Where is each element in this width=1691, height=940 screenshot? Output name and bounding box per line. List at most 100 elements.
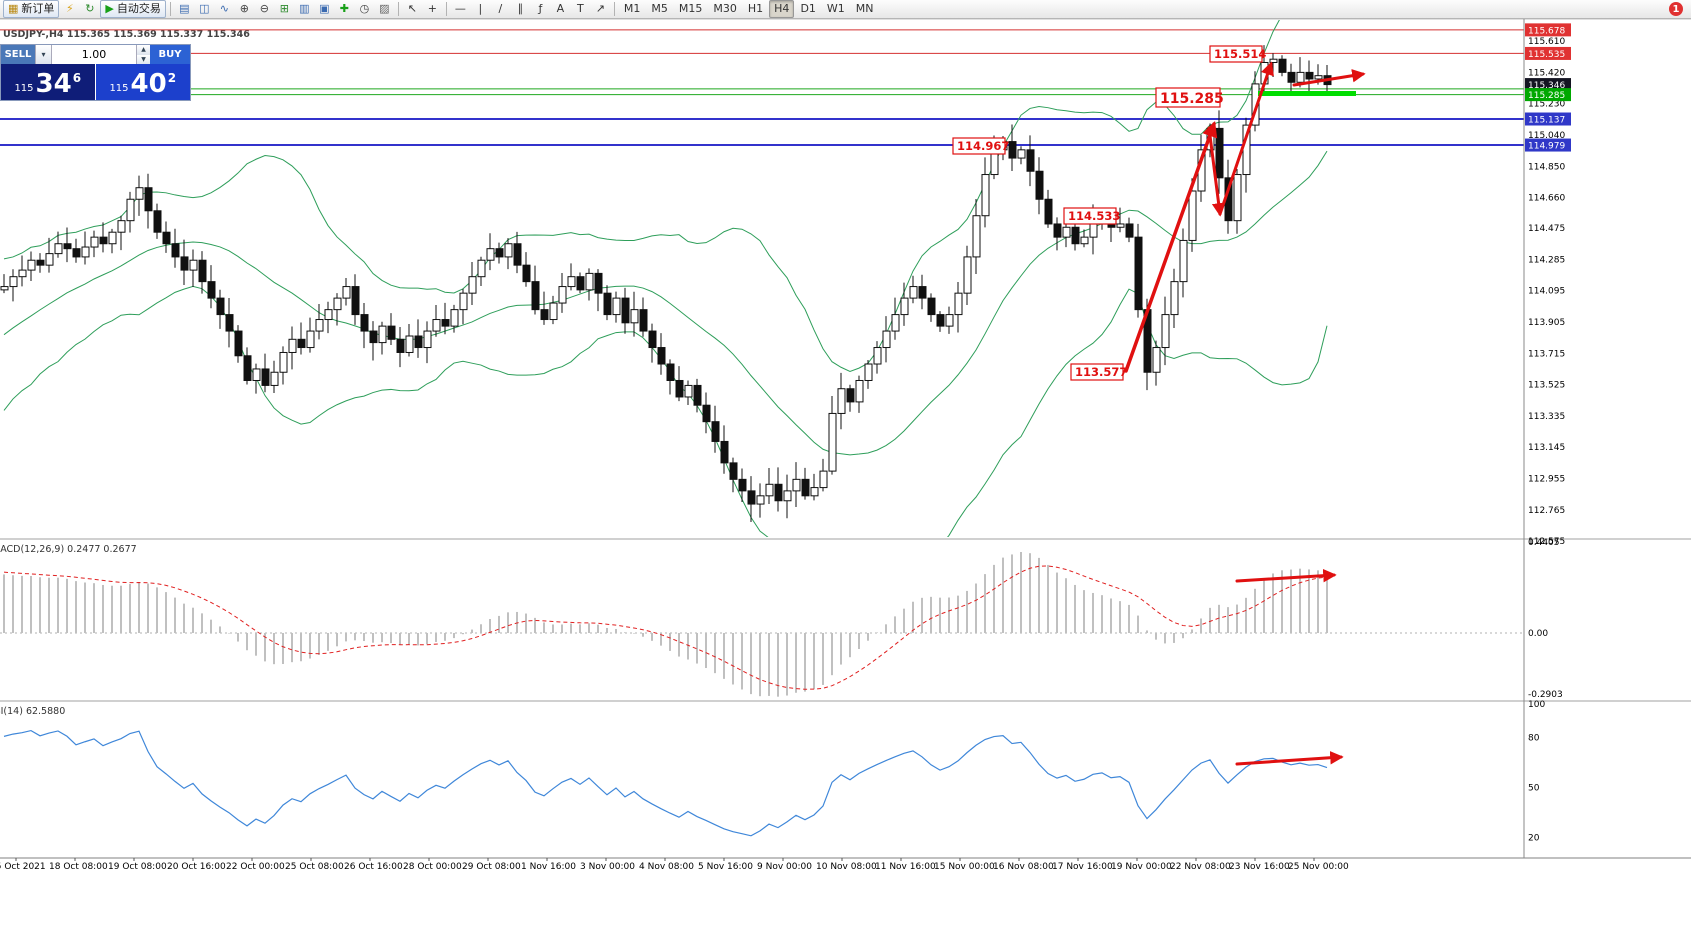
crosshair-button[interactable]: + [423,0,442,18]
candle-body [612,297,621,316]
rsi-panel: 100 80 50 20 [3,700,1545,843]
timeframe-m15[interactable]: M15 [674,0,708,18]
horizontal-line-button[interactable]: — [451,0,470,18]
candle-body [729,462,738,480]
candle-body [207,281,216,299]
arrow-tool-button[interactable]: ↗ [591,0,610,18]
price-tick-label: 114.660 [1528,194,1565,204]
notification-badge[interactable]: 1 [1669,2,1683,16]
timeframe-m30[interactable]: M30 [708,0,742,18]
candle-body [819,470,828,489]
arrange-vertical-button[interactable]: ▣ [315,0,334,18]
sell-button[interactable]: SELL [1,45,35,64]
trend-arrows[interactable] [1124,61,1366,766]
spin-down-icon[interactable]: ▼ [137,54,150,64]
candle-body [468,276,477,294]
candle-body [54,243,63,255]
quick-trade-icon: ⚡ [66,2,74,15]
zoom-in-button[interactable]: ⊕ [235,0,254,18]
candle-body [594,272,603,294]
zoom-out-icon: ⊖ [259,2,269,15]
price-tag [1525,138,1571,152]
candlestick-chart-button[interactable]: ◫ [195,0,214,18]
new-order-button[interactable]: ▦ 新订单 [3,0,60,18]
candle-body [1026,149,1035,172]
volume-dropdown[interactable]: ▾ [35,45,52,64]
text-icon: A [556,2,565,15]
candle-body [9,276,18,288]
time-label: 29 Oct 08:00 [462,862,521,872]
tile-windows-button[interactable]: ⊞ [275,0,294,18]
indicators-button[interactable]: ✚ [335,0,354,18]
candle-body [180,256,189,271]
candle-body [306,330,315,349]
candle-body [1008,141,1017,159]
channel-button[interactable]: ∥ [511,0,530,18]
timeframe-m5[interactable]: M5 [646,0,673,18]
vertical-line-button[interactable]: | [471,0,490,18]
candle-body [792,478,801,492]
arrange-horizontal-button[interactable]: ▥ [295,0,314,18]
vertical-line-icon: | [478,2,483,15]
timeframe-d1[interactable]: D1 [795,0,820,18]
bar-chart-button[interactable]: ▤ [175,0,194,18]
candle-body [486,248,495,261]
trend-arrow [1124,121,1218,373]
line-chart-button[interactable]: ∿ [215,0,234,18]
candle-body [369,330,378,344]
zoom-out-button[interactable]: ⊖ [255,0,274,18]
candle-body [27,259,36,271]
candle-body [945,314,954,327]
axes: 115.610 115.420 115.230 115.040 114.850 114.6… [0,18,1691,859]
refresh-button[interactable]: ↻ [80,0,99,18]
candle-body [639,309,648,332]
cursor-button[interactable]: ↖ [403,0,422,18]
candle-body [783,490,792,502]
candle-body [117,220,126,233]
timeframe-m1[interactable]: M1 [619,0,646,18]
price-annotations[interactable]: 115.514 115.285 114.967 114.533 113.577 [952,45,1266,381]
candle-body [774,483,783,502]
quick-trade-button[interactable]: ⚡ [60,0,79,18]
candle-body [162,231,171,245]
candle-body [1296,71,1305,83]
candle-body [549,302,558,321]
candle-body [576,276,585,291]
price-tag-value: 115.678 [1528,26,1565,36]
sell-price[interactable]: 115 34 6 [1,64,95,100]
trend-arrow [1292,69,1366,87]
fibonacci-button[interactable]: ƒ [531,0,550,18]
timeframe-h1[interactable]: H1 [743,0,768,18]
horizontal-level-lines[interactable] [0,29,1524,147]
candle-body [720,440,729,464]
price-tag-value: 115.285 [1528,91,1565,101]
candle-body [765,483,774,497]
timeframe-h4[interactable]: H4 [769,0,795,18]
candle-body [351,286,360,316]
label-button[interactable]: T [571,0,590,18]
price-tick-label: 114.285 [1528,255,1565,265]
candle-body [963,256,972,294]
spin-up-icon[interactable]: ▲ [137,45,150,55]
trend-arrow [1218,61,1274,216]
timeframe-w1[interactable]: W1 [822,0,850,18]
buy-button[interactable]: BUY [150,45,190,64]
price-tick-label: 114.095 [1528,287,1565,297]
candle-body [1305,71,1314,80]
volume-input[interactable] [52,45,136,64]
candle-body [72,248,81,258]
templates-button[interactable]: ▨ [375,0,394,18]
volume-spinner[interactable]: ▲ ▼ [136,45,150,64]
trendline-button[interactable]: ∕ [491,0,510,18]
price-tag [1525,88,1571,102]
timeframe-mn[interactable]: MN [851,0,879,18]
candle-body [1287,71,1296,83]
buy-price-big: 40 [130,69,167,99]
buy-price[interactable]: 115 40 2 [94,64,190,100]
candle-body [252,368,261,381]
periods-button[interactable]: ◷ [355,0,374,18]
autotrade-button[interactable]: ▶ 自动交易 [100,0,166,18]
text-button[interactable]: A [551,0,570,18]
